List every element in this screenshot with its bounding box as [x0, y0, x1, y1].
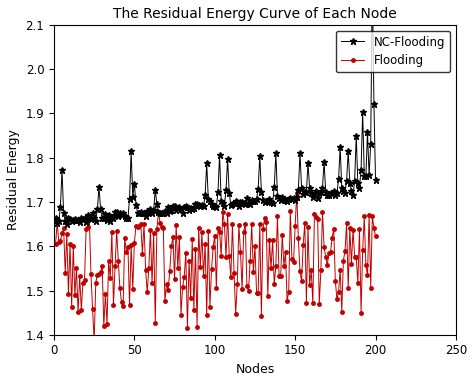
NC-Flooding	[67, 217, 73, 221]
NC-Flooding	[73, 218, 79, 223]
Flooding	[114, 228, 119, 233]
Y-axis label: Residual Energy: Residual Energy	[7, 129, 20, 230]
Legend: NC-Flooding, Flooding: NC-Flooding, Flooding	[336, 31, 450, 72]
Flooding	[65, 292, 71, 296]
NC-Flooding	[139, 211, 145, 215]
Flooding	[348, 261, 354, 266]
Title: The Residual Energy Curve of Each Node: The Residual Energy Curve of Each Node	[113, 7, 397, 21]
Flooding	[53, 242, 58, 246]
Flooding	[294, 191, 300, 195]
Flooding	[373, 234, 378, 239]
Flooding	[72, 293, 78, 298]
Flooding	[91, 339, 97, 344]
Flooding	[139, 252, 145, 256]
X-axis label: Nodes: Nodes	[235, 363, 274, 376]
Line: Flooding: Flooding	[54, 191, 377, 343]
NC-Flooding	[114, 209, 119, 214]
NC-Flooding	[358, 167, 364, 172]
Line: NC-Flooding: NC-Flooding	[53, 0, 379, 228]
Flooding	[360, 248, 365, 252]
NC-Flooding	[64, 222, 70, 227]
NC-Flooding	[53, 216, 58, 220]
NC-Flooding	[347, 180, 353, 185]
NC-Flooding	[373, 178, 378, 183]
